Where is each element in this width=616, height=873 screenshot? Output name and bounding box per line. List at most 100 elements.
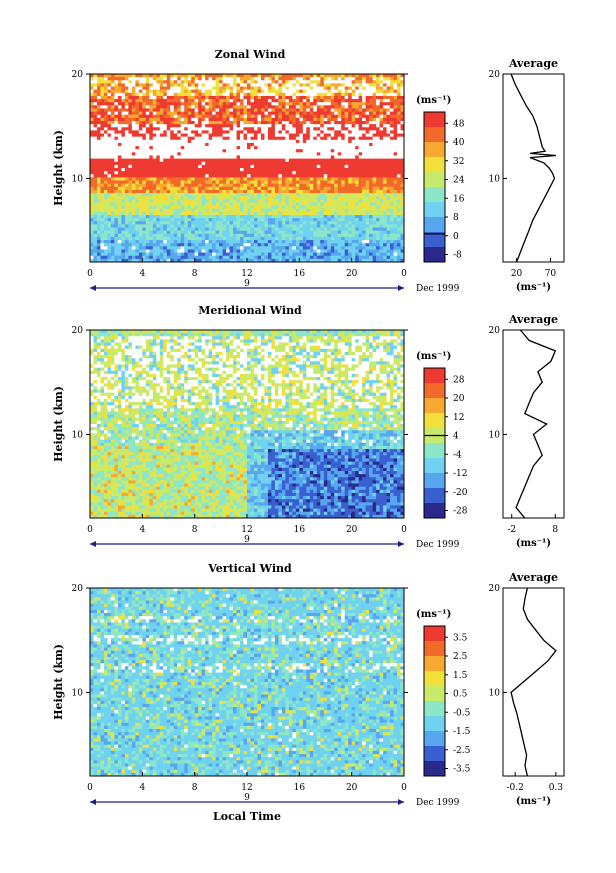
heatmap-cell	[223, 246, 227, 250]
heatmap-cell	[181, 152, 185, 156]
heatmap-cell	[320, 240, 324, 244]
heatmap-cell	[226, 234, 230, 238]
heatmap-cell	[338, 237, 342, 241]
heatmap-cell	[240, 231, 244, 235]
heatmap-cell	[90, 155, 94, 159]
heatmap-cell	[100, 184, 104, 188]
heatmap-cell	[244, 212, 248, 216]
heatmap-cell	[310, 221, 314, 225]
heatmap-cell	[237, 90, 241, 94]
heatmap-cell	[380, 143, 384, 147]
heatmap-cell	[167, 212, 171, 216]
heatmap-cell	[135, 184, 139, 188]
heatmap-cell	[282, 237, 286, 241]
heatmap-cell	[278, 165, 282, 169]
heatmap-cell	[177, 105, 181, 109]
heatmap-cell	[292, 96, 296, 100]
heatmap-cell	[212, 168, 216, 172]
heatmap-cell	[261, 218, 265, 222]
heatmap-cell	[100, 190, 104, 194]
heatmap-cell	[348, 193, 352, 197]
heatmap-cell	[156, 218, 160, 222]
heatmap-cell	[121, 124, 125, 128]
heatmap-cell	[338, 90, 342, 94]
heatmap-cell	[209, 96, 213, 100]
heatmap-cell	[212, 231, 216, 235]
heatmap-cell	[366, 155, 370, 159]
heatmap-cell	[264, 231, 268, 235]
heatmap-cell	[317, 196, 321, 200]
heatmap-cell	[191, 152, 195, 156]
heatmap-cell	[303, 237, 307, 241]
heatmap-cell	[132, 102, 136, 106]
heatmap-cell	[247, 199, 251, 203]
heatmap-cell	[163, 162, 167, 166]
heatmap-cell	[142, 187, 146, 191]
heatmap-cell	[198, 199, 202, 203]
heatmap-cell	[111, 240, 115, 244]
heatmap-cell	[132, 159, 136, 163]
heatmap-cell	[310, 108, 314, 112]
heatmap-cell	[282, 199, 286, 203]
heatmap-cell	[163, 190, 167, 194]
heatmap-cell	[268, 234, 272, 238]
heatmap-cell	[149, 237, 153, 241]
heatmap-cell	[254, 155, 258, 159]
heatmap-cell	[128, 196, 132, 200]
heatmap-cell	[383, 77, 387, 81]
heatmap-cell	[160, 215, 164, 219]
heatmap-cell	[181, 83, 185, 87]
heatmap-cell	[261, 202, 265, 206]
heatmap-cell	[135, 146, 139, 150]
heatmap-cell	[202, 149, 206, 153]
heatmap-cell	[209, 83, 213, 87]
heatmap-cell	[209, 215, 213, 219]
heatmap-cell	[237, 124, 241, 128]
heatmap-cell	[153, 74, 157, 78]
heatmap-cell	[237, 165, 241, 169]
heatmap-cell	[163, 108, 167, 112]
heatmap-cell	[310, 137, 314, 141]
heatmap-cell	[233, 177, 237, 181]
heatmap-cell	[313, 184, 317, 188]
heatmap-cell	[327, 159, 331, 163]
heatmap-cell	[348, 112, 352, 116]
heatmap-cell	[135, 215, 139, 219]
heatmap-cell	[226, 231, 230, 235]
heatmap-cell	[209, 108, 213, 112]
heatmap-cell	[296, 221, 300, 225]
heatmap-cell	[383, 80, 387, 84]
heatmap-cell	[202, 162, 206, 166]
heatmap-cell	[223, 80, 227, 84]
heatmap-cell	[174, 96, 178, 100]
heatmap-cell	[285, 74, 289, 78]
heatmap-cell	[93, 115, 97, 119]
heatmap-cell	[100, 240, 104, 244]
heatmap-cell	[369, 206, 373, 210]
heatmap-cell	[331, 237, 335, 241]
heatmap-cell	[170, 118, 174, 122]
heatmap-cell	[202, 108, 206, 112]
heatmap-cell	[355, 93, 359, 97]
heatmap-cell	[247, 202, 251, 206]
heatmap-cell	[299, 146, 303, 150]
heatmap-cell	[275, 212, 279, 216]
heatmap-cell	[195, 134, 199, 138]
heatmap-cell	[327, 190, 331, 194]
heatmap-cell	[191, 187, 195, 191]
heatmap-cell	[149, 215, 153, 219]
heatmap-cell	[167, 149, 171, 153]
heatmap-cell	[306, 96, 310, 100]
heatmap-cell	[327, 231, 331, 235]
heatmap-cell	[264, 165, 268, 169]
heatmap-cell	[387, 234, 391, 238]
heatmap-cell	[142, 146, 146, 150]
heatmap-cell	[107, 162, 111, 166]
heatmap-cell	[317, 102, 321, 106]
heatmap-cell	[250, 231, 254, 235]
heatmap-cell	[303, 243, 307, 247]
heatmap-cell	[376, 108, 380, 112]
heatmap-cell	[282, 130, 286, 134]
heatmap-cell	[373, 243, 377, 247]
heatmap-cell	[397, 159, 401, 163]
